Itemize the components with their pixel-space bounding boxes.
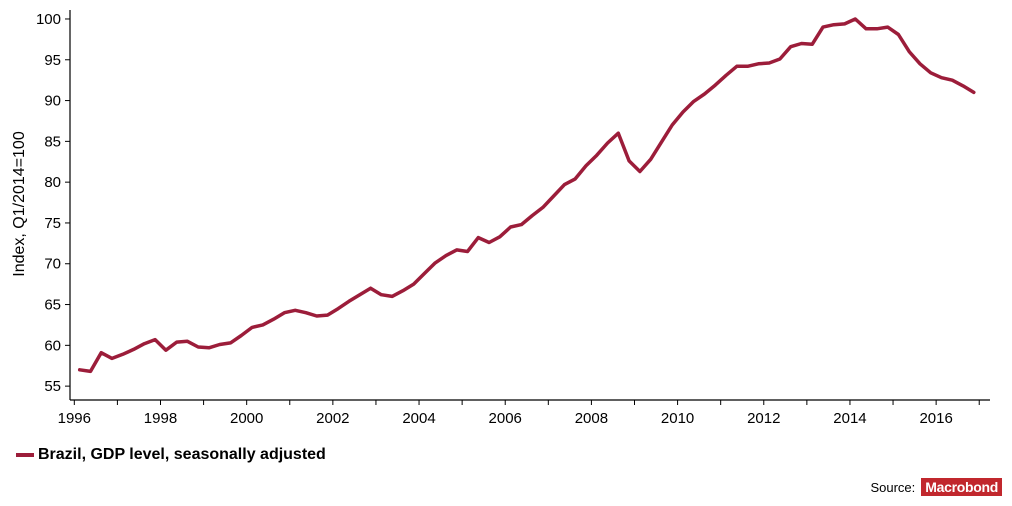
y-axis-label: Index, Q1/2014=100 [11,131,28,277]
x-tick-label: 2000 [230,410,263,427]
x-tick-label: 2006 [489,410,522,427]
source-label: Source: [870,479,916,495]
legend-label: Brazil, GDP level, seasonally adjusted [38,446,326,463]
y-tick-label: 65 [44,297,61,314]
x-tick-label: 2008 [575,410,608,427]
y-tick-label: 95 [44,52,61,69]
y-tick-label: 80 [44,174,61,191]
chart-series [77,17,976,374]
chart-axes: 55 60 65 70 75 80 85 90 95 100 1996 1998 2000 2002 200… [36,10,990,427]
x-tick-label: 1996 [58,410,91,427]
y-tick-label: 100 [36,11,61,28]
line-chart: 55 60 65 70 75 80 85 90 95 100 1996 1998 2000 2002 200… [11,10,990,427]
legend-swatch [16,453,34,457]
y-tick-label: 60 [44,337,61,354]
x-tick-label: 2010 [661,410,694,427]
x-tick-label: 2012 [747,410,780,427]
x-tick-label: 2016 [919,410,952,427]
x-tick-label: 2002 [316,410,349,427]
macrobond-logo: Macrobond [921,478,1002,496]
y-tick-label: 85 [44,133,61,150]
source-credit: Source: Macrobond [870,478,1002,496]
x-tick-label: 2004 [402,410,435,427]
x-tick-label: 1998 [144,410,177,427]
y-tick-label: 75 [44,215,61,232]
series-line [77,17,976,374]
chart-legend: Brazil, GDP level, seasonally adjusted [16,446,326,464]
x-tick-label: 2014 [833,410,866,427]
y-tick-label: 90 [44,93,61,110]
y-tick-label: 55 [44,378,61,395]
y-tick-label: 70 [44,256,61,273]
